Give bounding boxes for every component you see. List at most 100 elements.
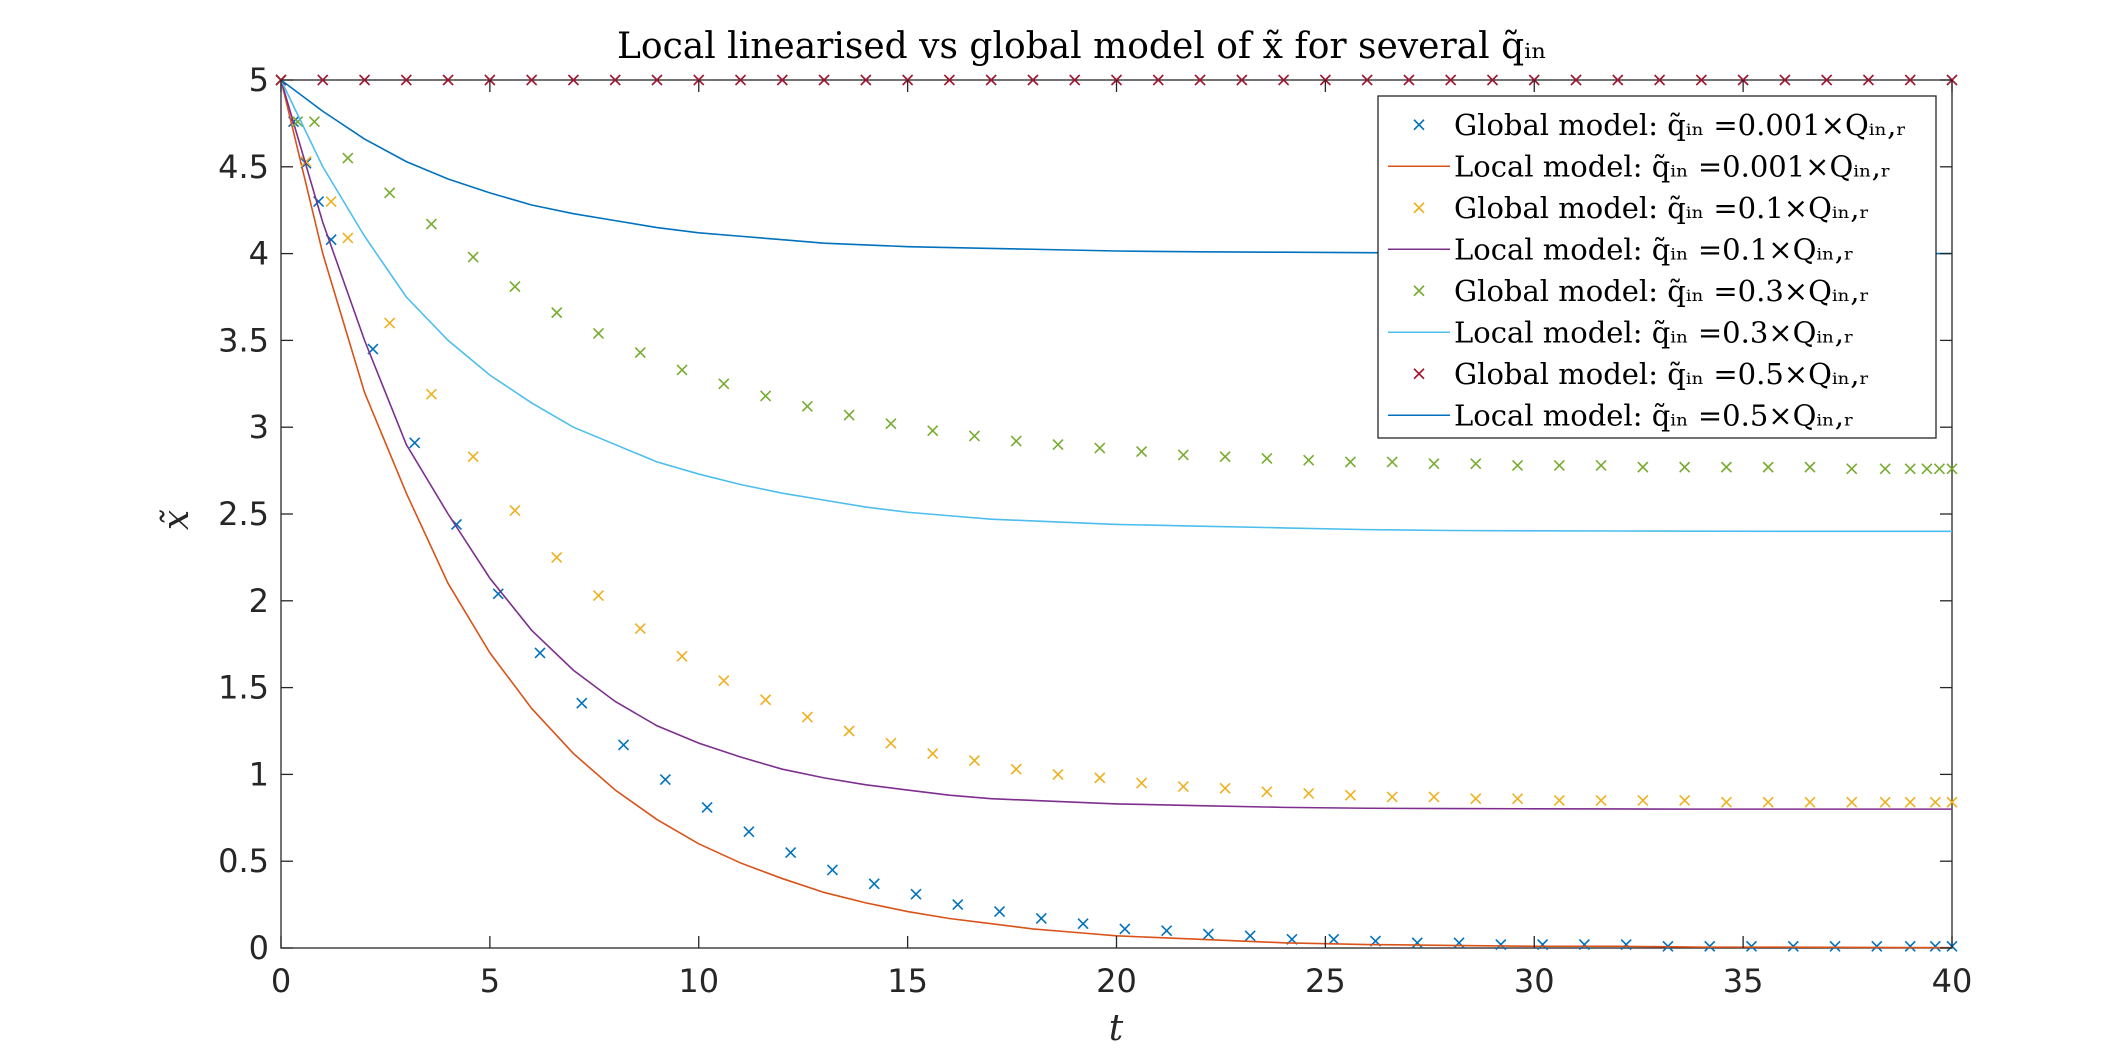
data-point-marker — [985, 74, 997, 86]
data-point-marker — [1052, 768, 1064, 780]
data-point-marker — [325, 195, 337, 208]
data-point-marker — [384, 317, 396, 329]
data-point-marker — [567, 74, 579, 86]
data-point-marker — [1119, 923, 1131, 935]
data-point-marker — [1470, 793, 1482, 805]
legend-item: Global model: q̃ᵢₙ =0.5×Qᵢₙ,ᵣ — [1413, 357, 1870, 391]
data-point-marker — [1654, 74, 1666, 86]
x-tick-label: 30 — [1514, 962, 1555, 1000]
data-point-marker — [1278, 74, 1290, 86]
data-point-marker — [1620, 938, 1632, 951]
data-point-marker — [1720, 461, 1732, 473]
data-point-marker — [1762, 461, 1774, 473]
series-line — [280, 79, 1952, 810]
data-point-marker — [1069, 74, 1081, 86]
data-point-marker — [634, 346, 646, 359]
data-point-marker — [384, 187, 396, 199]
legend-item: Global model: q̃ᵢₙ =0.1×Qᵢₙ,ᵣ — [1413, 191, 1870, 225]
data-point-marker — [1386, 791, 1398, 803]
data-point-marker — [776, 74, 788, 86]
series-line — [280, 79, 1952, 533]
data-point-marker — [885, 418, 897, 430]
y-tick-label: 2 — [249, 582, 269, 620]
data-point-marker — [718, 378, 730, 390]
data-point-marker — [651, 74, 663, 86]
data-point-marker — [1303, 454, 1315, 466]
data-point-marker — [1010, 435, 1022, 447]
data-point-marker — [1094, 442, 1106, 454]
data-point-marker — [1177, 780, 1189, 793]
data-point-marker — [1511, 793, 1524, 805]
data-point-marker — [1879, 796, 1891, 808]
chart-title: Local linearised vs global model of x̃ f… — [617, 26, 1547, 67]
legend-label: Global model: q̃ᵢₙ =0.5×Qᵢₙ,ᵣ — [1454, 357, 1870, 391]
data-point-marker — [1862, 74, 1875, 86]
data-point-marker — [718, 675, 730, 687]
data-point-marker — [1553, 794, 1565, 807]
data-point-marker — [943, 74, 955, 86]
data-point-marker — [592, 327, 605, 340]
data-point-marker — [1679, 794, 1691, 807]
series-5 — [280, 79, 1952, 533]
data-point-marker — [509, 281, 521, 293]
data-point-marker — [1177, 449, 1189, 461]
data-point-marker — [1328, 933, 1340, 945]
data-point-marker — [342, 152, 354, 164]
data-point-marker — [1921, 463, 1933, 475]
data-point-marker — [1135, 777, 1148, 789]
data-point-marker — [1261, 452, 1273, 465]
legend-box — [1377, 95, 1937, 439]
series-3 — [280, 79, 1952, 810]
x-tick-label: 40 — [1932, 962, 1973, 1000]
data-point-marker — [968, 430, 981, 442]
data-point-marker — [1762, 796, 1774, 808]
legend-swatch-marker — [1413, 285, 1425, 297]
y-tick-label: 5 — [249, 61, 269, 99]
data-point-marker — [743, 826, 755, 838]
x-tick-label: 10 — [678, 962, 719, 1000]
data-point-marker — [818, 74, 830, 86]
data-point-marker — [1261, 786, 1273, 798]
data-point-marker — [1904, 796, 1916, 808]
data-point-marker — [1578, 938, 1590, 951]
y-tick-label: 1 — [249, 755, 269, 793]
data-point-marker — [1135, 445, 1148, 458]
data-point-marker — [551, 307, 563, 319]
data-point-marker — [467, 451, 479, 463]
data-point-marker — [801, 711, 813, 723]
data-point-marker — [1846, 463, 1858, 475]
data-point-marker — [1537, 938, 1549, 951]
data-point-marker — [1595, 459, 1607, 471]
legend-item: Local model: q̃ᵢₙ =0.1×Qᵢₙ,ᵣ — [1388, 232, 1854, 266]
data-point-marker — [734, 74, 747, 86]
data-point-marker — [1745, 940, 1758, 952]
data-point-marker — [1553, 459, 1565, 471]
legend-item: Local model: q̃ᵢₙ =0.001×Qᵢₙ,ᵣ — [1388, 149, 1891, 183]
legend-item: Local model: q̃ᵢₙ =0.3×Qᵢₙ,ᵣ — [1388, 315, 1854, 349]
x-tick-label: 15 — [887, 962, 928, 1000]
data-point-marker — [358, 74, 371, 86]
data-point-marker — [526, 74, 538, 86]
data-point-marker — [292, 116, 304, 128]
data-point-marker — [1871, 940, 1883, 952]
data-point-marker — [1904, 463, 1916, 475]
data-point-marker — [952, 899, 964, 911]
data-point-marker — [492, 588, 504, 600]
data-point-marker — [1244, 930, 1256, 942]
data-point-marker — [534, 647, 546, 659]
data-point-marker — [1470, 458, 1482, 470]
legend-label: Local model: q̃ᵢₙ =0.001×Qᵢₙ,ᵣ — [1454, 149, 1891, 183]
data-point-marker — [1879, 463, 1891, 475]
data-point-marker — [1612, 74, 1624, 86]
data-point-marker — [1219, 782, 1231, 794]
data-point-marker — [1152, 74, 1164, 86]
data-point-marker — [860, 74, 872, 86]
data-point-marker — [308, 116, 320, 128]
data-point-marker — [592, 590, 605, 602]
data-point-marker — [1010, 763, 1022, 775]
series-2 — [275, 74, 1958, 808]
data-point-marker — [885, 737, 897, 749]
data-point-marker — [1303, 787, 1315, 800]
x-tick-label: 25 — [1305, 962, 1346, 1000]
data-point-marker — [1445, 74, 1457, 86]
